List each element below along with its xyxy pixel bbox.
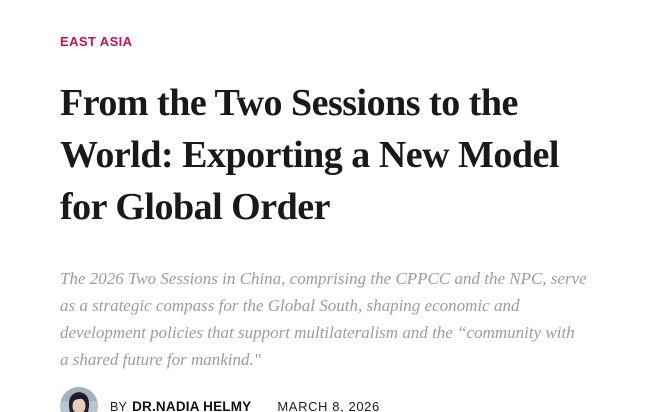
byline: BY DR.NADIA HELMY MARCH 8, 2026 [60, 387, 591, 412]
article-title-line: From the Two Sessions to the [60, 82, 518, 124]
article-title-line: World: Exporting a New Model [60, 134, 559, 176]
article-title: From the Two Sessions to the World: Expo… [60, 77, 591, 233]
article-deck-line: The 2026 Two Sessions in China, comprisi… [60, 269, 587, 288]
article-title-line: for Global Order [60, 186, 330, 228]
article-deck-line: as a strategic compass for the Global So… [60, 296, 520, 315]
article-deck-line: a shared future for mankind." [60, 350, 261, 369]
byline-text: BY DR.NADIA HELMY MARCH 8, 2026 [110, 399, 380, 412]
author-avatar[interactable] [60, 387, 98, 412]
byline-prefix: BY [110, 399, 128, 412]
article-deck-line: development policies that support multil… [60, 323, 575, 342]
article-date: MARCH 8, 2026 [277, 398, 380, 412]
author-avatar-image [60, 387, 98, 412]
article-deck: The 2026 Two Sessions in China, comprisi… [60, 265, 591, 373]
category-link-east-asia[interactable]: EAST ASIA [60, 34, 133, 49]
author-name-link[interactable]: DR.NADIA HELMY [132, 398, 252, 412]
